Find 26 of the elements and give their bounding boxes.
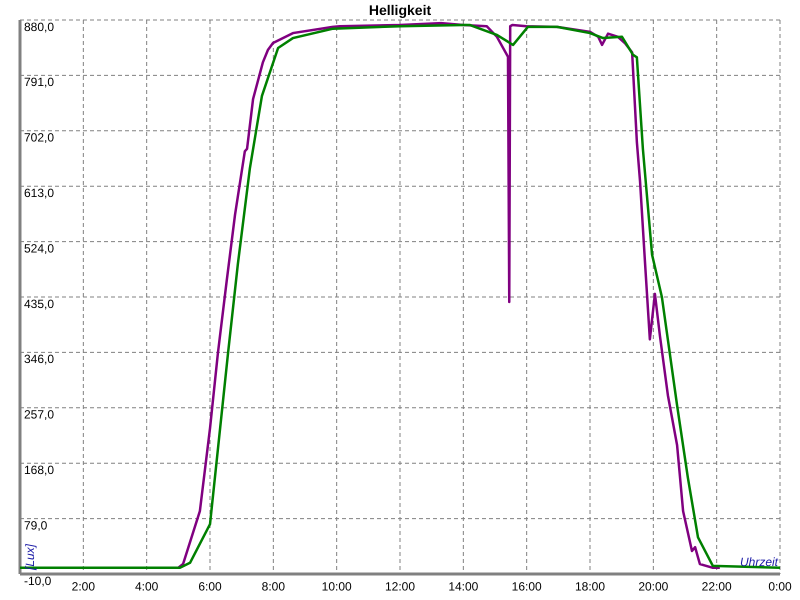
chart-title: Helligkeit <box>368 2 432 18</box>
x-tick-label: 12:00 <box>384 580 416 594</box>
y-tick-label: 613,0 <box>24 186 54 200</box>
x-tick-label: 10:00 <box>322 580 352 594</box>
y-tick-label: 435,0 <box>24 296 54 311</box>
x-tick-label: 16:00 <box>512 580 542 594</box>
x-tick-label: 2:00 <box>72 580 96 594</box>
x-tick-label: 20:00 <box>638 580 669 594</box>
y-tick-label: 79,0 <box>24 518 48 532</box>
x-tick-label: 14:00 <box>448 580 479 594</box>
x-tick-label: 6:00 <box>198 580 222 594</box>
y-tick-label: 346,0 <box>24 352 54 366</box>
y-tick-label: 880,0 <box>24 20 54 34</box>
x-tick-label: 4:00 <box>134 580 159 594</box>
y-tick-label: 257,0 <box>24 408 54 422</box>
x-tick-label: 18:00 <box>574 580 606 594</box>
y-tick-label: 168,0 <box>24 463 54 477</box>
y-tick-label: -10,0 <box>24 574 52 588</box>
y-tick-label: 791,0 <box>24 75 54 90</box>
x-tick-label: 0:00 <box>768 580 792 594</box>
y-tick-label: 702,0 <box>24 130 54 145</box>
x-axis-title: Uhrzeit <box>740 555 779 569</box>
x-tick-label: 22:00 <box>702 580 732 594</box>
y-axis-title: [Lux] <box>23 543 37 571</box>
y-tick-label: 524,0 <box>24 241 54 256</box>
x-tick-label: 8:00 <box>262 580 286 594</box>
